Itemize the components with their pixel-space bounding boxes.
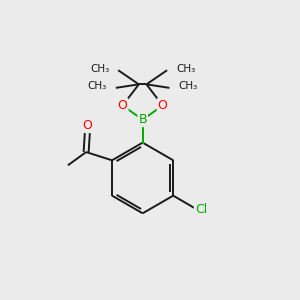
Text: O: O bbox=[83, 119, 92, 132]
Text: CH₃: CH₃ bbox=[176, 64, 195, 74]
Text: B: B bbox=[138, 113, 147, 126]
Text: CH₃: CH₃ bbox=[178, 81, 197, 92]
Text: O: O bbox=[158, 99, 168, 112]
Text: O: O bbox=[118, 99, 128, 112]
Text: Cl: Cl bbox=[195, 203, 207, 216]
Text: CH₃: CH₃ bbox=[88, 81, 107, 92]
Text: CH₃: CH₃ bbox=[90, 64, 110, 74]
